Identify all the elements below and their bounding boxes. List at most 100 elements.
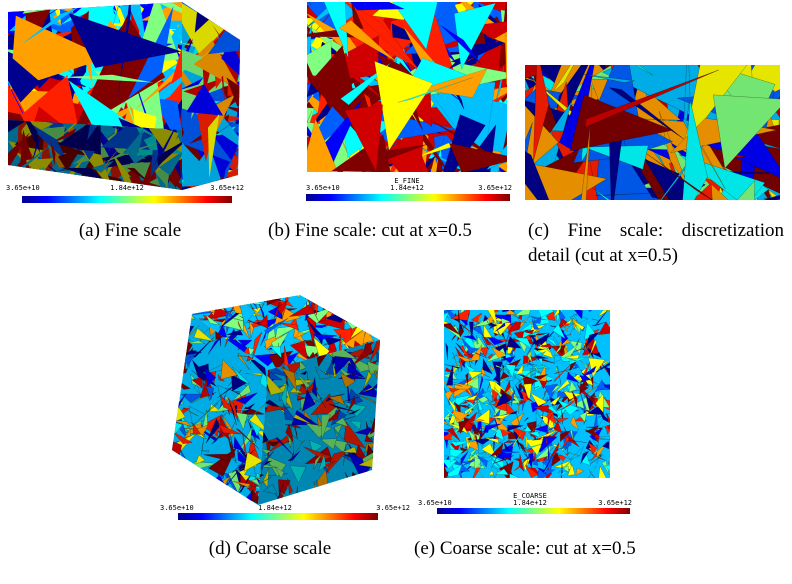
mesh-cell <box>357 475 367 501</box>
mesh-cell <box>208 435 223 437</box>
mesh-cell <box>524 464 539 478</box>
mesh-cell <box>349 420 362 431</box>
mesh-cell <box>275 325 300 340</box>
mesh-cell <box>205 295 212 310</box>
mesh-cell <box>311 377 318 398</box>
colorbar-min: 3.65e+10 <box>160 504 194 512</box>
mesh-cell <box>233 436 245 452</box>
mesh-cell <box>444 463 449 478</box>
mesh-cell <box>243 295 263 302</box>
mesh-cell <box>597 435 610 452</box>
mesh-cell <box>321 200 351 210</box>
mesh-cell <box>10 15 108 90</box>
mesh-cell <box>61 167 108 183</box>
mesh-cell <box>541 303 553 309</box>
mesh-cell <box>501 356 504 375</box>
mesh-cell <box>469 418 485 424</box>
mesh-cell <box>277 132 282 154</box>
mesh-cell <box>293 413 313 425</box>
mesh-cell <box>458 358 463 371</box>
mesh-cell <box>523 383 533 403</box>
mesh-cell <box>178 340 185 357</box>
mesh-cell <box>289 465 307 484</box>
mesh-cell <box>364 434 374 443</box>
mesh-cell <box>587 65 654 76</box>
mesh-cell <box>246 0 257 28</box>
mesh-cell <box>511 427 525 448</box>
mesh-cell <box>219 506 234 508</box>
mesh-cell <box>289 340 308 360</box>
mesh-cell <box>534 444 552 461</box>
mesh-cell <box>482 357 493 375</box>
mesh-cell <box>124 91 145 153</box>
mesh-cell <box>560 396 580 411</box>
mesh-cell <box>397 77 473 103</box>
mesh-cell <box>564 318 573 325</box>
mesh-cell <box>486 396 498 416</box>
mesh-cell <box>459 322 467 339</box>
mesh-cell <box>540 436 558 453</box>
mesh-cell <box>525 395 534 403</box>
mesh-cell <box>188 484 195 497</box>
mesh-cell <box>467 370 483 379</box>
mesh-cell <box>494 416 510 431</box>
mesh-cell <box>201 450 210 453</box>
mesh-cell <box>489 365 494 373</box>
mesh-cell <box>193 327 214 342</box>
mesh-cell <box>222 105 240 118</box>
mesh-cell <box>185 495 197 504</box>
mesh-cell <box>500 451 520 454</box>
mesh-cell <box>44 179 57 183</box>
mesh-cell <box>322 2 405 11</box>
mesh-cell <box>582 326 586 331</box>
mesh-cell <box>496 440 508 446</box>
mesh-view <box>525 65 780 200</box>
mesh-cell <box>272 0 304 77</box>
mesh-cell <box>339 372 356 389</box>
mesh-cell <box>486 336 489 342</box>
mesh-cell <box>205 314 220 326</box>
mesh-cell <box>489 442 504 457</box>
mesh-cell <box>448 142 507 172</box>
mesh-cell <box>507 424 524 432</box>
mesh-cell <box>372 312 380 329</box>
mesh-view <box>8 120 182 190</box>
mesh-cell <box>503 442 510 451</box>
mesh-cell <box>553 335 561 348</box>
mesh-cell <box>475 335 479 345</box>
mesh-cell <box>525 157 608 200</box>
mesh-cell <box>471 318 490 328</box>
mesh-cell <box>530 363 548 369</box>
shading <box>182 2 240 190</box>
mesh-cell <box>246 295 266 297</box>
mesh-cell <box>463 394 478 401</box>
mesh-cell <box>490 346 506 360</box>
mesh-cell <box>346 395 356 414</box>
mesh-cell <box>584 74 635 83</box>
mesh-cell <box>278 86 304 105</box>
mesh-cell <box>259 97 271 128</box>
mesh-cell <box>8 34 31 130</box>
mesh-cell <box>485 347 507 363</box>
mesh-cell <box>591 321 607 326</box>
mesh-cell <box>196 295 218 312</box>
mesh-cell <box>584 429 598 437</box>
mesh-cell <box>484 317 492 329</box>
mesh-cell <box>468 452 486 457</box>
mesh-cell <box>579 383 589 395</box>
mesh-cell <box>595 457 600 465</box>
mesh-cell <box>436 457 440 468</box>
mesh-cell <box>216 295 225 309</box>
mesh-cell <box>522 374 539 386</box>
mesh-cell <box>553 416 562 425</box>
mesh-cell <box>226 329 244 336</box>
mesh-cell <box>453 383 463 387</box>
mesh-cell <box>324 360 335 375</box>
mesh-cell <box>535 411 543 428</box>
colorbar-min: 3.65e+10 <box>306 184 340 192</box>
mesh-cell <box>531 318 540 330</box>
mesh-cell <box>66 172 100 190</box>
mesh-cell <box>522 331 532 339</box>
mesh-cell <box>189 40 240 91</box>
